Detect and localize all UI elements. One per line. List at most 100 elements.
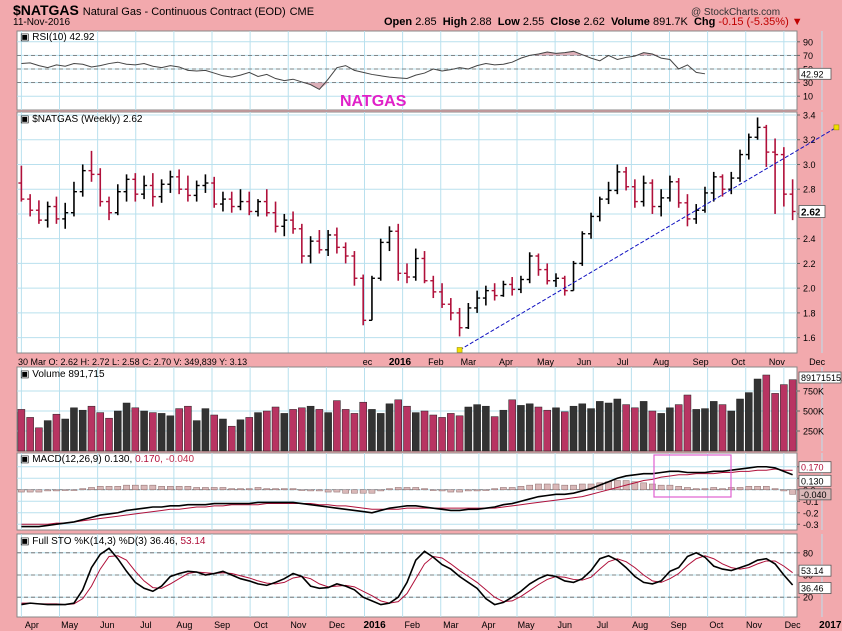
bottom-axis-label: 2017 <box>819 620 842 631</box>
volume-bar <box>674 404 683 452</box>
sto-d-line <box>21 555 793 606</box>
volume-bar <box>315 409 324 452</box>
macd-title: ▣ MACD(12,26,9) 0.130, 0.170, -0.040 <box>20 454 194 465</box>
price-bar <box>631 179 638 208</box>
price-bar <box>123 174 130 202</box>
volume-bar <box>482 405 490 452</box>
volume-bar <box>587 408 595 452</box>
macd-histogram-bar <box>193 487 200 491</box>
volume-current-value: 89171515.0 <box>798 371 842 384</box>
rsi-tick-label: 70 <box>803 51 813 61</box>
volume-bar <box>543 409 551 452</box>
volume-bar <box>376 413 385 452</box>
sto-k-value: 36.46 <box>798 582 832 594</box>
price-bar <box>342 242 349 264</box>
price-bar <box>666 175 673 202</box>
volume-bar <box>560 411 569 452</box>
macd-histogram-bar <box>736 487 744 491</box>
volume-bar <box>490 416 499 452</box>
volume-bar <box>788 379 797 452</box>
price-bar <box>377 238 384 281</box>
volume-bar <box>666 407 674 452</box>
price-bar <box>737 149 744 182</box>
price-bar <box>772 138 779 214</box>
volume-bar <box>639 401 648 452</box>
macd-histogram-bar <box>692 488 700 491</box>
volume-bar <box>166 415 175 452</box>
price-bar <box>447 298 454 321</box>
volume-tick-label: 500K <box>803 407 824 417</box>
volume-bar <box>184 405 192 452</box>
price-bar <box>141 175 148 200</box>
volume-bar <box>271 406 280 452</box>
macd-panel <box>16 452 823 531</box>
ohlc-summary: Open 2.85 High 2.88 Low 2.55 Close 2.62 … <box>384 16 803 28</box>
macd-histogram-bar <box>333 489 341 493</box>
macd-signal-value-box <box>798 461 832 474</box>
volume-bar <box>78 409 87 452</box>
chart-title: $NATGAS Natural Gas - Continuous Contrac… <box>13 2 315 18</box>
bottom-axis-label: Mar <box>443 620 459 630</box>
stockcharts-watermark: @ StockCharts.com <box>691 7 781 18</box>
macd-histogram-bar <box>649 483 656 490</box>
bottom-axis-label: Sep <box>214 620 230 630</box>
sto-k-value-text: 36.46 <box>801 584 824 594</box>
volume-bar <box>131 407 140 452</box>
price-current-value: 2.62 <box>798 205 826 218</box>
macd-histogram-bar <box>719 488 726 491</box>
macd-histogram-bar <box>175 486 183 490</box>
price-tick-label: 1.6 <box>803 333 816 343</box>
macd-histogram-bar <box>368 489 376 494</box>
macd-histogram-bar <box>184 486 192 490</box>
volume-bar <box>596 401 604 452</box>
price-bar <box>70 181 77 217</box>
macd-histogram-bar <box>79 488 87 491</box>
bottom-axis-label: Jul <box>597 620 609 630</box>
macd-histogram-bar <box>561 484 569 490</box>
macd-panel-background <box>16 452 798 531</box>
macd-histogram-bar <box>228 488 236 491</box>
macd-signal-line <box>21 468 793 525</box>
macd-histogram-bar <box>105 486 113 490</box>
price-bar <box>219 191 226 212</box>
macd-histogram-bar <box>640 482 647 491</box>
price-bar <box>44 201 51 228</box>
price-panel <box>16 111 823 354</box>
macd-histogram-bar <box>359 489 367 494</box>
volume-bar <box>359 401 367 452</box>
price-bar <box>570 260 577 292</box>
price-bar <box>710 171 717 202</box>
volume-bar <box>341 409 350 452</box>
volume-bar <box>727 410 736 452</box>
price-bar <box>579 231 586 266</box>
volume-bar <box>517 405 525 452</box>
trendline-end-handle <box>833 124 840 131</box>
macd-histogram-bar <box>245 488 253 491</box>
price-bar <box>719 174 726 197</box>
price-bar <box>272 201 279 233</box>
volume-bar <box>227 425 236 452</box>
price-bar <box>658 189 665 217</box>
macd-histogram-bar <box>771 488 779 491</box>
price-current-box <box>798 205 826 218</box>
price-bar <box>368 275 375 322</box>
volume-bar <box>122 402 131 452</box>
volume-bar <box>701 408 709 452</box>
bottom-axis-label: May <box>518 620 536 630</box>
macd-histogram-bar <box>631 481 639 491</box>
macd-histogram-bar <box>202 487 209 491</box>
price-bar <box>754 117 761 140</box>
macd-histogram-bar <box>578 483 586 490</box>
volume-bar <box>447 413 455 452</box>
macd-histogram-bar <box>754 486 761 490</box>
rsi-title: ▣ RSI(10) 42.92 <box>20 32 95 43</box>
price-bar <box>246 191 253 216</box>
macd-histogram-bar <box>298 489 306 491</box>
price-bar <box>605 181 612 205</box>
price-info-line: 30 Mar O: 2.62 H: 2.72 L: 2.58 C: 2.70 V… <box>18 357 247 367</box>
macd-histogram-bar <box>763 486 770 490</box>
price-month-label: Apr <box>499 357 513 367</box>
price-bar <box>79 164 86 197</box>
price-bar <box>333 227 340 254</box>
bottom-axis-label: Aug <box>176 620 192 630</box>
